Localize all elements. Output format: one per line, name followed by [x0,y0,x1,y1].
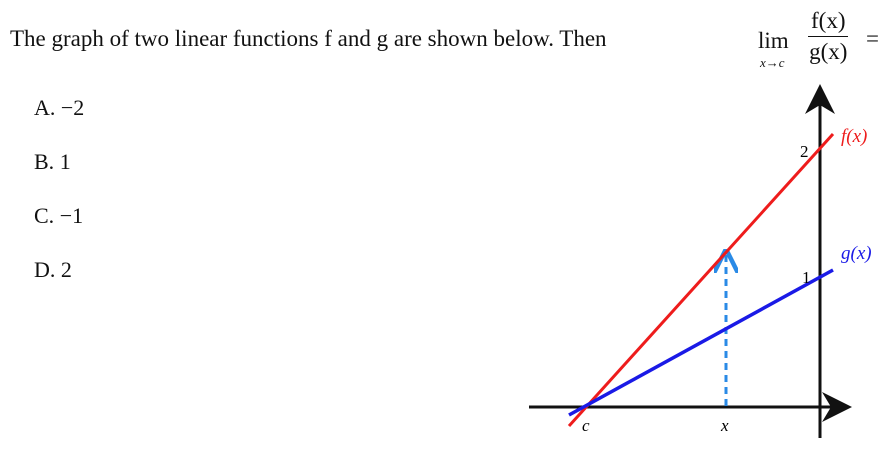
option-a[interactable]: A. −2 [34,95,84,121]
g-label: g(x) [841,243,872,264]
equals-sign: = [866,26,879,51]
option-letter: D. [34,257,56,282]
option-letter: A. [34,95,56,120]
fraction-numerator: f(x) [808,6,849,37]
option-value: −2 [60,95,85,120]
option-d[interactable]: D. 2 [34,257,72,283]
limit-operator: lim [758,28,789,53]
c-label: c [582,416,590,435]
question-text: The graph of two linear functions f and … [10,26,607,51]
limit-subscript: x→c [760,55,785,70]
option-value: 1 [59,149,71,174]
fraction-denominator: g(x) [809,39,848,64]
f-line [567,132,835,428]
limit-fraction: f(x) g(x) [808,6,849,67]
option-letter: C. [34,203,55,228]
option-value: −1 [59,203,84,228]
option-letter: B. [34,149,55,174]
g-line [568,268,834,417]
option-b[interactable]: B. 1 [34,149,71,175]
option-value: 2 [60,257,72,282]
f-label: f(x) [841,126,867,147]
tick-label-2: 2 [800,142,809,161]
x-label: x [720,416,729,435]
tick-label-1: 1 [802,268,811,287]
option-c[interactable]: C. −1 [34,203,83,229]
